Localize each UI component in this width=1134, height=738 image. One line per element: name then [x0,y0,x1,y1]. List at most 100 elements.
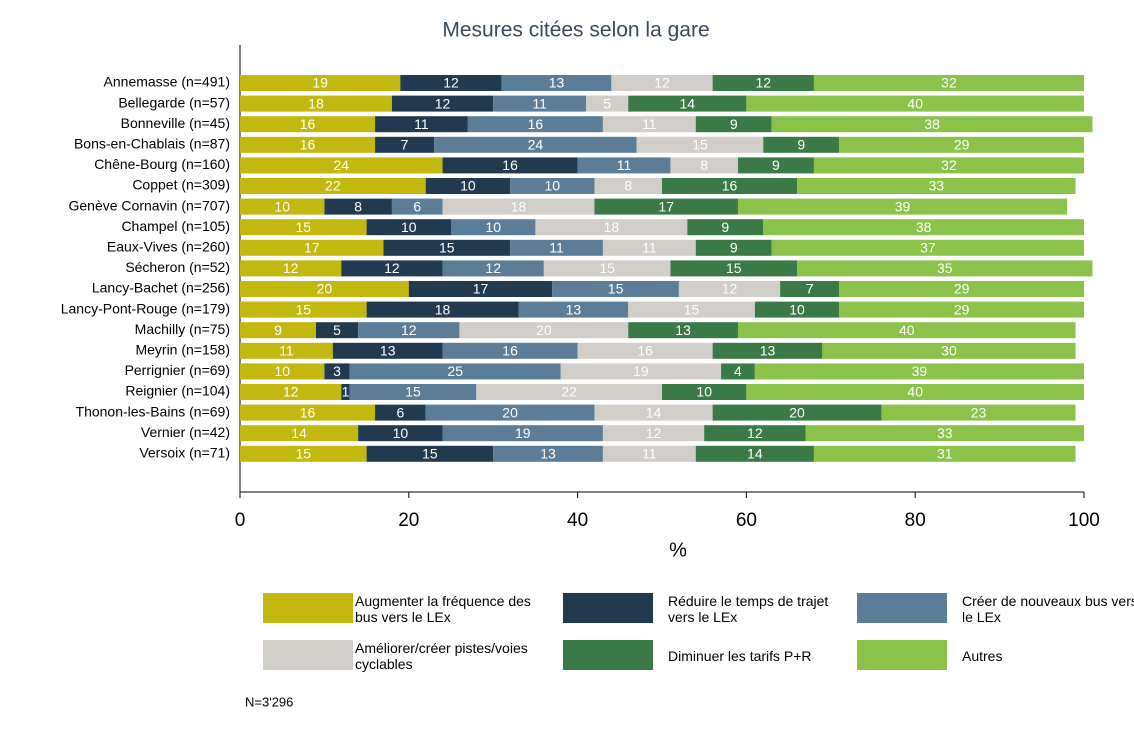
bar-segment [315,322,359,339]
legend-label: Diminuer les tarifs P+R [668,648,812,664]
value-label: 29 [954,137,970,153]
value-label: 12 [722,281,738,297]
value-label: 11 [532,95,547,111]
value-label: 11 [642,446,657,462]
value-label: 4 [734,363,742,379]
bar-segment [332,342,443,359]
value-label: 15 [422,446,438,462]
bar-segment [881,404,1076,421]
y-tick-label: Thonon-les-Bains (n=69) [76,403,230,419]
value-label: 20 [502,404,518,420]
value-label: 10 [274,198,290,214]
y-tick-label: Annemasse (n=491) [104,74,230,90]
value-label: 15 [296,446,312,462]
bar-segment [349,384,477,400]
value-label: 18 [511,198,527,214]
bar-segment [839,281,1084,297]
bar-segment [324,198,392,215]
value-label: 12 [283,260,299,276]
value-label: 12 [443,75,459,91]
bar-segment [375,404,426,421]
value-label: 14 [747,446,763,462]
value-label: 13 [760,343,776,359]
value-label: 3 [333,363,341,379]
value-label: 6 [396,404,404,420]
value-label: 10 [274,363,290,379]
y-tick-label: Lancy-Bachet (n=256) [92,280,230,296]
legend-swatch [857,640,947,670]
bar-segment [240,219,367,236]
value-label: 20 [317,281,333,297]
bar-segment [240,281,409,297]
value-label: 14 [291,425,307,441]
value-label: 17 [658,198,674,214]
value-label: 33 [937,425,953,441]
bar-segment [240,75,401,91]
bar-segment [704,425,806,442]
value-label: 35 [937,260,953,276]
value-label: 14 [680,95,696,111]
bar-segment [240,116,376,133]
y-tick-label: Bellegarde (n=57) [118,94,230,110]
value-label: 11 [279,343,294,359]
bar-segment [391,95,494,112]
bar-segment [240,425,359,442]
value-label: 6 [413,198,421,214]
bar-segment [813,75,1084,91]
legend-swatch [857,593,947,623]
value-label: 16 [502,343,518,359]
bar-segment [721,363,755,380]
value-label: 18 [604,219,620,235]
y-tick-label: Coppet (n=309) [132,177,230,193]
value-label: 38 [916,219,932,235]
value-label: 15 [405,384,421,400]
bar-segment [240,445,367,462]
value-label: 15 [439,240,455,256]
bar-segment [349,363,561,380]
bar-segment [662,178,798,194]
bar-segment [518,301,629,318]
bar-segment [594,178,662,194]
value-label: 18 [308,95,324,111]
value-label: 19 [633,363,649,379]
bar-segment [425,404,595,421]
value-label: 24 [528,137,544,153]
value-label: 40 [907,95,923,111]
y-tick-label: Versoix (n=71) [139,445,230,461]
value-label: 12 [646,425,662,441]
legend-swatch [563,640,653,670]
bar-segment [375,136,435,153]
bar-segment [746,384,1084,400]
bar-segment [493,445,603,462]
value-label: 16 [300,137,316,153]
value-label: 16 [722,178,738,194]
legend-label: Augmenter la fréquence des bus vers le L… [355,593,531,625]
y-tick-label: Meyrin (n=158) [135,342,230,358]
bar-segment [636,136,764,153]
value-label: 11 [642,116,657,132]
value-label: 19 [515,425,531,441]
value-label: 10 [460,178,476,194]
value-label: 10 [696,384,712,400]
bar-segment [839,301,1084,318]
value-label: 32 [941,157,957,173]
bar-segment [240,404,376,421]
x-tick-label: 40 [567,510,588,531]
y-tick-label: Vernier (n=42) [141,424,230,440]
value-label: 15 [692,137,708,153]
bar-segment [712,75,814,91]
x-tick-label: 100 [1068,510,1100,531]
value-label: 9 [721,219,729,235]
bar-segment [341,260,443,277]
value-label: 24 [333,157,349,173]
value-label: 12 [755,75,771,91]
value-label: 29 [954,281,970,297]
bar-segment [240,322,316,339]
bar-segment [240,136,376,153]
bar-segment [813,157,1084,174]
y-tick-label: Bons-en-Chablais (n=87) [74,136,230,152]
bar-segment [375,116,468,133]
bar-segment [434,136,637,153]
value-label: 12 [401,322,417,338]
x-tick-label: 60 [736,510,757,531]
